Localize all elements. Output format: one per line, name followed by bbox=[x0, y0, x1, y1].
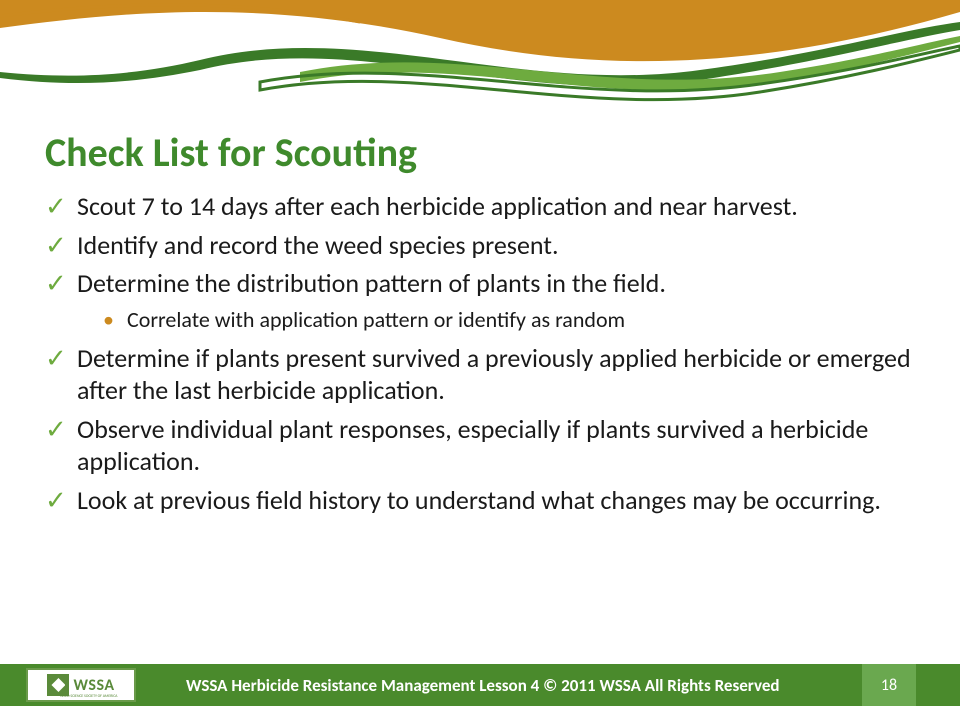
list-item: ✓ Look at previous field history to unde… bbox=[45, 484, 915, 517]
list-item: ✓ Determine if plants present survived a… bbox=[45, 342, 915, 407]
footer-text: WSSA Herbicide Resistance Management Les… bbox=[186, 675, 780, 696]
list-item-text: Scout 7 to 14 days after each herbicide … bbox=[77, 190, 798, 223]
list-item: ✓ Observe individual plant responses, es… bbox=[45, 413, 915, 478]
bullet-list: ✓ Scout 7 to 14 days after each herbicid… bbox=[45, 190, 915, 522]
list-item: ✓ Scout 7 to 14 days after each herbicid… bbox=[45, 190, 915, 223]
sub-list-item: • Correlate with application pattern or … bbox=[103, 306, 915, 334]
list-item-text: Look at previous field history to unders… bbox=[77, 484, 881, 517]
list-item-text: Identify and record the weed species pre… bbox=[77, 229, 559, 262]
footer-bar: WSSA WEED SCIENCE SOCIETY OF AMERICA WSS… bbox=[0, 664, 960, 706]
list-item-text: Determine if plants present survived a p… bbox=[77, 342, 915, 407]
list-item: ✓ Determine the distribution pattern of … bbox=[45, 267, 915, 300]
page-number: 18 bbox=[862, 664, 916, 706]
header-swoosh bbox=[0, 0, 960, 110]
list-item-text: Determine the distribution pattern of pl… bbox=[77, 267, 666, 300]
checkmark-icon: ✓ bbox=[45, 413, 77, 445]
logo-mark-icon bbox=[47, 674, 69, 696]
bullet-icon: • bbox=[103, 306, 127, 334]
checkmark-icon: ✓ bbox=[45, 229, 77, 261]
logo-text: WSSA bbox=[73, 676, 114, 695]
checkmark-icon: ✓ bbox=[45, 484, 77, 516]
checkmark-icon: ✓ bbox=[45, 342, 77, 374]
sub-item-text: Correlate with application pattern or id… bbox=[127, 306, 625, 334]
checkmark-icon: ✓ bbox=[45, 190, 77, 222]
list-item-text: Observe individual plant responses, espe… bbox=[77, 413, 915, 478]
list-item: ✓ Identify and record the weed species p… bbox=[45, 229, 915, 262]
wssa-logo: WSSA WEED SCIENCE SOCIETY OF AMERICA bbox=[26, 668, 136, 702]
slide: Check List for Scouting ✓ Scout 7 to 14 … bbox=[0, 0, 960, 720]
logo-subtext: WEED SCIENCE SOCIETY OF AMERICA bbox=[60, 694, 117, 699]
checkmark-icon: ✓ bbox=[45, 267, 77, 299]
slide-title: Check List for Scouting bbox=[45, 128, 417, 177]
